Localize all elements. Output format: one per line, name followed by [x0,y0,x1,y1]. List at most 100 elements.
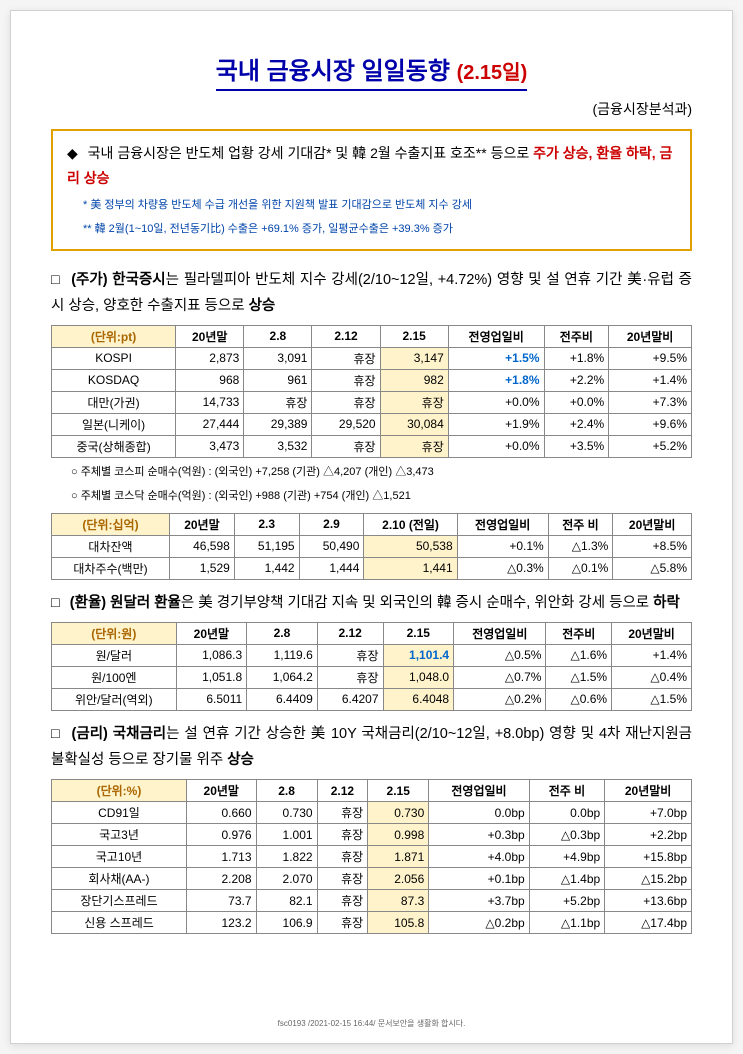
row-label: 원/100엔 [52,666,177,688]
rate-head-pre: (금리) 국채금리 [72,726,167,742]
cell: 106.9 [256,912,317,934]
row-label: 장단기스프레드 [52,890,187,912]
table-row: 신용 스프레드123.2106.9휴장105.8△0.2bp△1.1bp△17.… [52,912,692,934]
summary-prefix: 국내 금융시장은 반도체 업황 강세 기대감* 및 韓 2월 수출지표 호조**… [88,145,533,161]
cell: 961 [244,369,312,391]
summary-note2: ** 韓 2월(1~10일, 전년동기比) 수출은 +69.1% 증가, 일평균… [67,221,676,239]
cell: 3,532 [244,435,312,457]
col-header: 20년말비 [612,622,692,644]
cell: 50,538 [364,535,457,557]
cell: +9.6% [609,413,692,435]
cell: +1.4% [609,369,692,391]
cell: +5.2bp [529,890,605,912]
row-label: 일본(니케이) [52,413,176,435]
cell: 1,051.8 [176,666,247,688]
cell: △15.2bp [605,868,692,890]
cell: 87.3 [368,890,429,912]
cell: △0.2bp [429,912,529,934]
cell: 1.713 [186,846,256,868]
cell: +7.0bp [605,802,692,824]
cell: +15.8bp [605,846,692,868]
cell: 1,529 [170,557,235,579]
fx-head-pre: (환율) 원달러 환율 [70,595,181,611]
col-header: 전주비 [544,325,609,347]
cell: △5.8% [613,557,692,579]
stock-head-tail: 상승 [249,298,276,314]
cell: 휴장 [312,391,380,413]
cell: 휴장 [317,824,368,846]
cell: 휴장 [244,391,312,413]
cell: 1.001 [256,824,317,846]
table-row: 대차주수(백만)1,5291,4421,4441,441△0.3%△0.1%△5… [52,557,692,579]
cell: 3,473 [176,435,244,457]
cell: 2.070 [256,868,317,890]
table-row: 원/100엔1,051.81,064.2휴장1,048.0△0.7%△1.5%△… [52,666,692,688]
table-row: KOSPI2,8733,091휴장3,147+1.5%+1.8%+9.5% [52,347,692,369]
cell: 29,520 [312,413,380,435]
cell: 1,101.4 [383,644,454,666]
cell: +4.9bp [529,846,605,868]
source-label: (금융시장분석과) [51,99,692,119]
col-header: 2.12 [317,780,368,802]
unit-header: (단위:원) [52,622,177,644]
cell: +1.9% [448,413,544,435]
row-label: 국고3년 [52,824,187,846]
cell: △1.5% [612,688,692,710]
cell: +2.2bp [605,824,692,846]
cell: +2.2% [544,369,609,391]
col-header: 2.12 [312,325,380,347]
row-label: 국고10년 [52,846,187,868]
cell: 0.0bp [529,802,605,824]
table-row: CD91일0.6600.730휴장0.7300.0bp0.0bp+7.0bp [52,802,692,824]
cell: 휴장 [317,890,368,912]
stock-subnote1: ○ 주체별 코스피 순매수(억원) : (외국인) +7,258 (기관) △4… [71,464,692,481]
cell: 1.871 [368,846,429,868]
cell: 휴장 [317,644,383,666]
cell: 휴장 [317,802,368,824]
col-header: 전영업일비 [454,622,546,644]
cell: 6.5011 [176,688,247,710]
cell: +0.0% [448,435,544,457]
cell: +2.4% [544,413,609,435]
col-header: 전영업일비 [429,780,529,802]
stock-heading: □ (주가) 한국증시는 필라델피아 반도체 지수 강세(2/10~12일, +… [51,267,692,319]
summary-box: ◆ 국내 금융시장은 반도체 업황 강세 기대감* 및 韓 2월 수출지표 호조… [51,129,692,251]
stock-head-pre: (주가) 한국증시 [71,272,165,288]
document-page: 국내 금융시장 일일동향 (2.15일) (금융시장분석과) ◆ 국내 금융시장… [10,10,733,1044]
cell: +13.6bp [605,890,692,912]
col-header: 전주비 [546,622,612,644]
cell: 1,444 [299,557,364,579]
cell: 27,444 [176,413,244,435]
cell: △1.6% [546,644,612,666]
cell: 0.976 [186,824,256,846]
cell: +7.3% [609,391,692,413]
cell: +3.7bp [429,890,529,912]
cell: 123.2 [186,912,256,934]
table-row: 장단기스프레드73.782.1휴장87.3+3.7bp+5.2bp+13.6bp [52,890,692,912]
table-row: 원/달러1,086.31,119.6휴장1,101.4△0.5%△1.6%+1.… [52,644,692,666]
footer-text: fsc0193 /2021-02-15 16:44/ 문서보안을 생활화 합시다… [11,1018,732,1029]
cell: △0.5% [454,644,546,666]
cell: +0.1% [457,535,548,557]
cell: 46,598 [170,535,235,557]
row-label: 원/달러 [52,644,177,666]
col-header: 2.8 [247,622,318,644]
cell: +4.0bp [429,846,529,868]
cell: +0.0% [448,391,544,413]
checkbox-icon: □ [51,726,61,742]
cell: +0.0% [544,391,609,413]
row-label: KOSPI [52,347,176,369]
table-row: 국고3년0.9761.001휴장0.998+0.3bp△0.3bp+2.2bp [52,824,692,846]
cell: 휴장 [380,391,448,413]
cell: △0.4% [612,666,692,688]
cell: 982 [380,369,448,391]
col-header: 20년말비 [605,780,692,802]
cell: 휴장 [317,912,368,934]
fx-table: (단위:원)20년말2.82.122.15전영업일비전주비20년말비원/달러1,… [51,622,692,711]
cell: +1.8% [544,347,609,369]
cell: 0.998 [368,824,429,846]
rate-head-tail: 상승 [227,752,254,768]
col-header: 2.8 [256,780,317,802]
title-label: 국내 금융시장 일일동향 [216,58,450,85]
col-header: 전영업일비 [448,325,544,347]
